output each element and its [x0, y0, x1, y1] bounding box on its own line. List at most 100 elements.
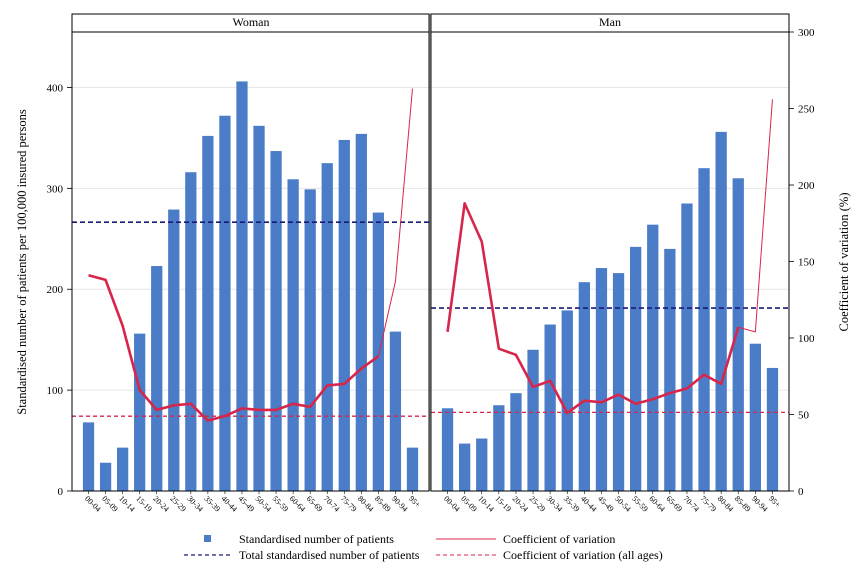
- y2-tick-4: 200: [798, 180, 815, 192]
- x-tick-0-10: 50-54: [254, 494, 274, 514]
- bar-1-1: [459, 443, 471, 491]
- x-tick-1-13: 65-69: [664, 494, 684, 514]
- x-tick-0-14: 70-74: [322, 494, 342, 514]
- bar-0-19: [406, 447, 419, 491]
- y-tick-2: 200: [47, 284, 64, 296]
- bar-0-8: [219, 115, 231, 491]
- x-tick-0-13: 65-69: [305, 494, 325, 514]
- bar-1-18: [749, 343, 761, 491]
- bar-0-9: [236, 81, 248, 491]
- bar-0-6: [185, 172, 197, 491]
- x-tick-0-12: 60-64: [288, 494, 308, 514]
- plot-layer: 00-0405-0910-1415-1920-2425-2930-3435-39…: [47, 13, 815, 514]
- y-tick-1: 100: [47, 385, 64, 397]
- x-tick-1-4: 20-24: [511, 494, 531, 514]
- y-tick-3: 300: [47, 183, 64, 195]
- bar-0-10: [253, 125, 265, 492]
- bar-1-19: [766, 367, 779, 491]
- x-tick-1-6: 30-34: [545, 494, 565, 514]
- bar-1-17: [732, 178, 744, 491]
- x-tick-1-10: 50-54: [613, 494, 633, 514]
- bar-1-11: [630, 246, 642, 491]
- bar-1-13: [664, 248, 676, 491]
- cv-line-tail-0: [377, 88, 413, 357]
- y-tick-4: 400: [47, 82, 64, 94]
- bar-0-5: [168, 209, 180, 492]
- bar-0-11: [270, 151, 282, 492]
- bar-1-6: [544, 324, 556, 491]
- x-tick-0-6: 30-34: [185, 494, 205, 514]
- x-tick-0-7: 35-39: [202, 494, 222, 514]
- cv-line-1: [446, 202, 740, 415]
- x-tick-1-9: 45-49: [596, 494, 616, 514]
- y2-tick-6: 300: [798, 27, 815, 39]
- x-tick-1-15: 75-79: [699, 494, 719, 514]
- bar-1-14: [681, 203, 693, 491]
- x-tick-0-5: 25-29: [168, 494, 188, 514]
- bar-1-4: [510, 393, 522, 491]
- panel-title-man: Man: [599, 15, 621, 29]
- bar-1-5: [527, 349, 539, 491]
- x-tick-1-8: 40-44: [579, 494, 599, 514]
- legend-label-cv-all: Coefficient of variation (all ages): [503, 548, 663, 562]
- legend-swatch-bar: [204, 535, 211, 542]
- panel-title-woman: Woman: [232, 15, 269, 29]
- bar-1-15: [698, 168, 710, 491]
- x-tick-0-3: 15-19: [134, 494, 154, 514]
- bar-0-18: [389, 331, 402, 491]
- bar-0-7: [202, 135, 214, 491]
- bar-1-3: [493, 405, 505, 491]
- x-tick-1-12: 60-64: [647, 494, 667, 514]
- x-tick-0-0: 00-04: [83, 494, 103, 514]
- legend-label-total: Total standardised number of patients: [239, 548, 420, 562]
- x-tick-0-8: 40-44: [220, 494, 240, 514]
- x-tick-0-11: 55-59: [271, 494, 291, 514]
- bar-0-2: [116, 447, 129, 491]
- x-tick-0-18: 90-94: [390, 494, 410, 514]
- legend-label-cv: Coefficient of variation: [503, 532, 615, 546]
- x-tick-1-2: 10-14: [476, 494, 496, 514]
- bar-0-1: [99, 462, 112, 491]
- cv-line-0: [88, 274, 380, 422]
- bar-0-15: [338, 139, 350, 491]
- x-tick-1-0: 00-04: [442, 494, 462, 514]
- bar-1-10: [612, 273, 625, 491]
- x-tick-0-4: 20-24: [151, 494, 171, 514]
- y2-tick-3: 150: [798, 257, 815, 269]
- bar-1-0: [441, 408, 454, 491]
- x-tick-1-3: 15-19: [493, 494, 513, 514]
- y2-tick-5: 250: [798, 104, 815, 116]
- x-tick-0-17: 85-89: [373, 494, 393, 514]
- y-axis-title: Standardised number of patients per 100,…: [15, 109, 29, 415]
- x-tick-0-9: 45-49: [237, 494, 257, 514]
- x-tick-1-5: 25-29: [528, 494, 548, 514]
- x-tick-0-15: 75-79: [339, 494, 359, 514]
- x-tick-1-14: 70-74: [682, 494, 702, 514]
- bar-0-3: [134, 333, 146, 491]
- bar-0-16: [355, 133, 367, 491]
- x-tick-1-16: 80-84: [716, 494, 736, 514]
- bar-0-14: [321, 163, 333, 491]
- x-tick-0-1: 05-09: [100, 494, 120, 514]
- x-tick-0-16: 80-84: [356, 494, 376, 514]
- cv-line-tail-1: [738, 99, 773, 333]
- x-tick-1-11: 55-59: [630, 494, 650, 514]
- bar-1-8: [578, 282, 590, 491]
- y2-tick-2: 100: [798, 333, 815, 345]
- y2-tick-0: 0: [798, 486, 804, 498]
- x-tick-1-1: 05-09: [459, 494, 479, 514]
- bar-1-7: [561, 310, 573, 491]
- x-tick-1-17: 85-89: [733, 494, 753, 514]
- bar-1-12: [647, 224, 659, 491]
- bar-0-0: [82, 422, 95, 491]
- bar-0-13: [304, 189, 316, 491]
- legend: Standardised number of patients Coeffici…: [184, 532, 663, 562]
- bar-1-16: [715, 131, 727, 491]
- bar-0-4: [151, 266, 163, 491]
- legend-label-bar: Standardised number of patients: [239, 532, 394, 546]
- bar-1-2: [476, 438, 488, 491]
- x-tick-1-18: 90-94: [750, 494, 770, 514]
- y2-axis-title: Coefficient of variation (%): [837, 193, 851, 332]
- bar-0-12: [287, 179, 299, 492]
